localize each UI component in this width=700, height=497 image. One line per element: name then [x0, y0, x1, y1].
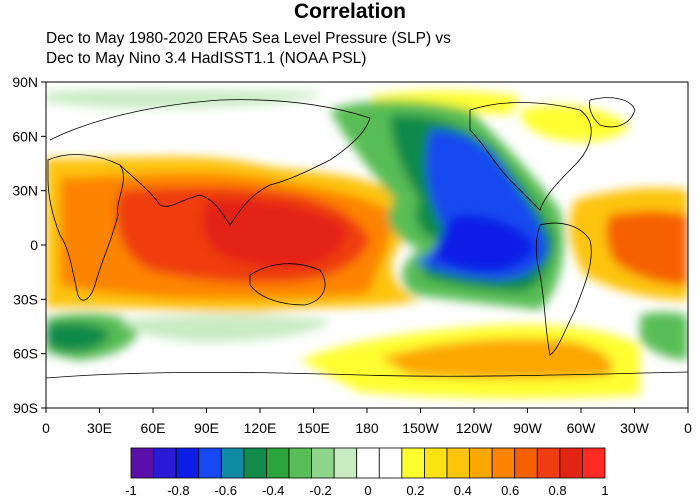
lon-tick-label-11: 30W: [620, 420, 650, 436]
colorbar-swatch-5: [243, 447, 267, 479]
correlation-field: [46, 82, 688, 408]
lon-tick-label-5: 150E: [297, 420, 330, 436]
colorbar-swatch-15: [469, 447, 493, 479]
lon-tick-label-9: 90W: [513, 420, 543, 436]
field-positive-core-3: [202, 199, 346, 269]
colorbar: -1 -0.8 -0.6 -0.4 -0.2 0 0.2 0.4 0.6 0.8 1: [125, 447, 609, 497]
colorbar-swatch-4: [220, 447, 245, 479]
coastline-eurasia: [49, 99, 371, 226]
coastline-south-america: [535, 222, 592, 356]
colorbar-swatch-2: [175, 447, 200, 479]
colorbar-swatch-7: [288, 447, 312, 479]
lat-tick-label-6: 90S: [13, 400, 38, 416]
colorbar-swatch-19: [559, 447, 583, 479]
coastlines: [46, 97, 688, 379]
colorbar-swatch-8: [311, 447, 335, 479]
colorbar-label-0: -1: [125, 483, 137, 497]
lon-tick-label-12: 0: [684, 420, 692, 436]
colorbar-swatch-14: [446, 447, 470, 479]
lon-tick-label-4: 120E: [244, 420, 277, 436]
colorbar-swatch-16: [491, 447, 516, 479]
field-positive-north-atlantic: [520, 105, 630, 142]
lat-tick-label-5: 60S: [13, 346, 38, 362]
colorbar-swatch-12: [401, 447, 425, 479]
lat-tick-label-3: 0: [30, 237, 38, 253]
lon-tick-label-8: 120W: [456, 420, 493, 436]
colorbar-label-10: 1: [601, 483, 608, 497]
colorbar-label-3: -0.4: [262, 483, 284, 497]
colorbar-swatch-11: [378, 447, 403, 479]
colorbar-swatch-18: [536, 447, 561, 479]
field-negative-south-band: [120, 315, 330, 342]
colorbar-swatch-20: [582, 447, 606, 479]
map-subtitle-line-2: Dec to May Nino 3.4 HadISST1.1 (NOAA PSL…: [46, 50, 367, 67]
lon-tick-label-1: 30E: [87, 420, 112, 436]
colorbar-swatch-10: [356, 447, 380, 479]
lon-tick-label-3: 90E: [194, 420, 219, 436]
colorbar-swatch-3: [198, 447, 222, 479]
colorbar-swatch-9: [333, 447, 358, 479]
colorbar-label-6: 0.2: [406, 483, 424, 497]
colorbar-swatch-17: [514, 447, 538, 479]
field-negative-south-atlantic: [640, 312, 688, 360]
coastline-greenland: [589, 97, 636, 128]
lat-tick-label-4: 30S: [13, 291, 38, 307]
lat-tick-label-1: 60N: [12, 128, 38, 144]
colorbar-label-9: 0.8: [549, 483, 567, 497]
lon-tick-label-6: 180: [355, 420, 379, 436]
colorbar-label-2: -0.6: [215, 483, 237, 497]
colorbar-label-7: 0.4: [454, 483, 472, 497]
colorbar-swatch-13: [424, 447, 448, 479]
map-title: Correlation: [293, 0, 406, 23]
lon-tick-label-0: 0: [42, 420, 50, 436]
field-positive-south-pacific-core: [380, 338, 613, 379]
lon-tick-label-7: 150W: [402, 420, 439, 436]
map-subtitle-line-1: Dec to May 1980-2020 ERA5 Sea Level Pres…: [46, 30, 451, 47]
colorbar-swatch-0: [130, 447, 154, 479]
colorbar-label-5: 0: [364, 483, 371, 497]
lon-tick-label-10: 60W: [567, 420, 597, 436]
field-negative-south-indian-core: [46, 322, 110, 352]
colorbar-label-8: 0.6: [501, 483, 519, 497]
colorbar-swatch-6: [266, 447, 290, 479]
colorbar-label-4: -0.2: [309, 483, 331, 497]
field-negative-arctic-band: [46, 89, 320, 108]
lat-tick-label-2: 30N: [12, 183, 38, 199]
coastline-australia: [249, 263, 326, 306]
colorbar-swatch-1: [153, 447, 177, 479]
coastline-africa: [47, 154, 124, 301]
lat-tick-label-0: 90N: [12, 74, 38, 90]
coastline-north-america: [469, 102, 592, 211]
field-negative-deepest: [430, 214, 535, 272]
lon-tick-label-2: 60E: [141, 420, 166, 436]
colorbar-label-1: -0.8: [167, 483, 189, 497]
coastline-antarctica: [46, 371, 688, 379]
field-positive-atlantic-core: [606, 211, 688, 285]
